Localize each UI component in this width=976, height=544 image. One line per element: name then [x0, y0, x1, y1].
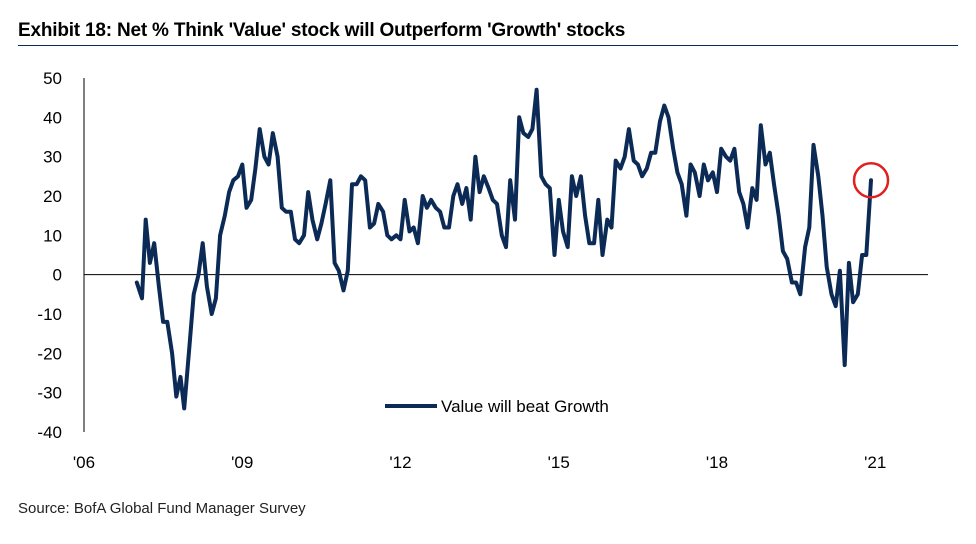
- x-tick-label: '09: [231, 453, 253, 472]
- x-tick-label: '15: [548, 453, 570, 472]
- x-tick-label: '18: [706, 453, 728, 472]
- y-tick-label: -20: [37, 344, 62, 363]
- y-tick-labels: 50 40 30 20 10 0 -10 -20 -30 -40: [37, 69, 62, 442]
- y-tick-label: 10: [43, 226, 62, 245]
- source-note: Source: BofA Global Fund Manager Survey: [18, 500, 306, 517]
- x-tick-label: '06: [73, 453, 95, 472]
- x-tick-label: '21: [864, 453, 886, 472]
- y-tick-label: 50: [43, 69, 62, 88]
- y-tick-label: 0: [53, 266, 62, 285]
- highlight-circle: [852, 162, 890, 199]
- y-tick-label: -40: [37, 423, 62, 442]
- legend-label: Value will beat Growth: [441, 397, 609, 416]
- y-tick-label: -10: [37, 305, 62, 324]
- y-tick-label: -30: [37, 384, 62, 403]
- chart-title: Exhibit 18: Net % Think 'Value' stock wi…: [18, 20, 626, 41]
- legend: Value will beat Growth: [385, 397, 609, 416]
- y-tick-label: 30: [43, 148, 62, 167]
- series-line-value-will-beat-growth: [134, 87, 873, 411]
- title-rule: [18, 45, 958, 46]
- x-tick-label: '12: [389, 453, 411, 472]
- y-tick-label: 40: [43, 108, 62, 127]
- x-tick-labels: '06 '09 '12 '15 '18 '21: [73, 453, 886, 472]
- y-tick-label: 20: [43, 187, 62, 206]
